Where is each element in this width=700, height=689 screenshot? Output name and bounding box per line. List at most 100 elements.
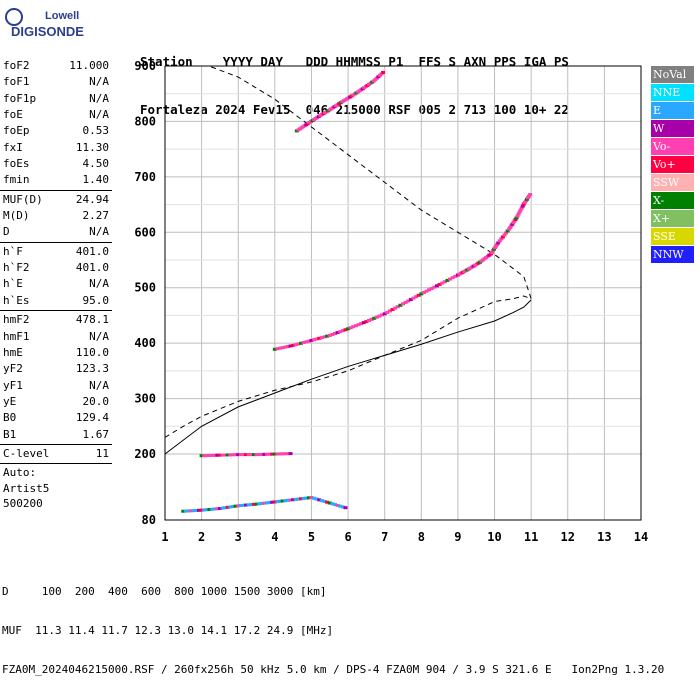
echo-point: [220, 453, 225, 457]
echo-point: [197, 508, 201, 512]
echo-point: [251, 453, 256, 457]
param-label: yF2: [3, 362, 23, 376]
echo-point: [522, 200, 527, 204]
header-labels: Station YYYY DAY DDD HHMMSS P1 FFS S AXN…: [140, 54, 569, 69]
param-value: N/A: [89, 225, 109, 239]
echo-point: [265, 501, 269, 505]
x-tick-label: 4: [271, 530, 278, 544]
echo-point: [267, 452, 272, 456]
param-row: B0 129.4: [0, 410, 112, 426]
echo-point: [301, 341, 306, 345]
echo-point: [348, 326, 353, 330]
echo-point: [490, 249, 495, 253]
echo-point: [199, 454, 204, 458]
echo-point: [202, 508, 207, 512]
y-tick-label: 500: [134, 281, 156, 295]
echo-point: [338, 330, 343, 334]
echo-point: [325, 334, 330, 338]
echo-point: [346, 327, 351, 331]
param-label: hmF2: [3, 313, 30, 327]
param-label: yF1: [3, 378, 23, 392]
echo-point: [489, 250, 494, 254]
legend-item-x-: X-: [651, 192, 694, 209]
echo-point: [306, 339, 311, 343]
echo-point: [241, 453, 246, 457]
echo-point: [283, 499, 288, 503]
param-row: h`E N/A: [0, 276, 112, 292]
echo-point: [393, 306, 398, 310]
echo-point: [246, 453, 251, 457]
param-label: M(D): [3, 209, 30, 223]
echo-point: [306, 496, 311, 500]
echo-point: [228, 453, 233, 457]
x-tick-label: 11: [524, 530, 538, 544]
echo-point: [319, 499, 324, 503]
echo-point: [296, 497, 301, 501]
echo-point: [212, 507, 217, 511]
echo-point: [278, 346, 283, 350]
model-dashed-curve: [164, 65, 532, 438]
echo-point: [526, 196, 531, 200]
echo-point: [257, 453, 262, 457]
echo-point: [493, 246, 498, 250]
param-label: hmE: [3, 345, 23, 359]
legend-item-e: E: [651, 102, 694, 119]
x-tick-label: 3: [235, 530, 242, 544]
legend-item-sse: SSE: [651, 228, 694, 245]
param-value: 401.0: [75, 244, 109, 258]
echo-point: [333, 503, 337, 507]
echo-point: [330, 332, 335, 336]
echo-point: [267, 501, 272, 505]
echo-point: [225, 453, 230, 457]
echo-point: [241, 503, 246, 507]
echo-point: [518, 208, 523, 212]
param-label: foF1p: [3, 91, 37, 105]
x-tick-label: 5: [308, 530, 315, 544]
echo-point: [520, 204, 525, 208]
x-tick-label: 7: [381, 530, 388, 544]
echo-point: [488, 252, 493, 256]
param-label: fmin: [3, 173, 30, 187]
echo-point: [291, 498, 296, 502]
echo-point: [262, 501, 267, 505]
param-row: foE N/A: [0, 107, 112, 123]
echo-point: [288, 344, 293, 348]
echo-point: [372, 316, 377, 320]
echo-point: [527, 194, 532, 198]
echo-point: [210, 507, 215, 511]
legend-item-noval: NoVal: [651, 66, 694, 83]
echo-point: [314, 337, 319, 341]
echo-point: [414, 295, 419, 299]
echo-point: [272, 347, 277, 351]
echo-point: [228, 505, 233, 509]
y-tick-label: 200: [134, 447, 156, 461]
echo-point: [411, 296, 416, 300]
echo-point: [280, 499, 285, 503]
param-row: h`Es 95.0: [0, 293, 112, 309]
echo-point: [499, 237, 504, 241]
param-row: foEp 0.53: [0, 123, 112, 139]
echo-point: [272, 452, 277, 456]
echo-point: [510, 222, 515, 226]
station-header: Station YYYY DAY DDD HHMMSS P1 FFS S AXN…: [140, 22, 569, 134]
echo-point: [244, 453, 249, 457]
x-tick-label: 13: [597, 530, 611, 544]
echo-point: [327, 333, 332, 337]
echo-point: [225, 505, 230, 509]
param-value: 4.50: [82, 157, 110, 171]
x-tick-label: 1: [161, 530, 168, 544]
echo-point: [401, 302, 405, 306]
echo-point: [293, 497, 298, 501]
x-tick-label: 8: [418, 530, 425, 544]
echo-point: [217, 453, 222, 457]
param-row: MUF(D) 24.94: [0, 192, 112, 208]
param-value: N/A: [89, 378, 109, 392]
echo-point: [265, 452, 269, 456]
echo-point: [299, 341, 303, 345]
echo-point: [217, 507, 222, 510]
echo-point: [514, 216, 519, 220]
echo-point: [204, 454, 209, 458]
echo-point: [301, 496, 306, 500]
echo-point: [359, 322, 364, 326]
param-value: 11.30: [75, 140, 109, 154]
